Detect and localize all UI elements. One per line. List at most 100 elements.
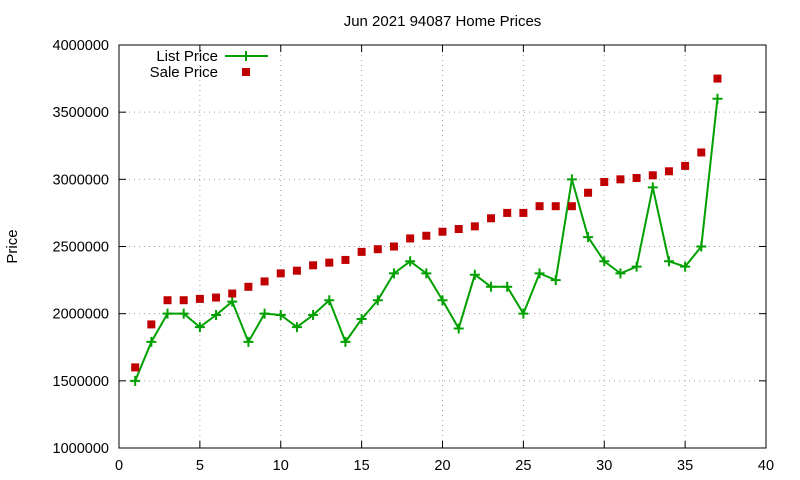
sale-price-point — [681, 161, 690, 170]
list-price-point — [275, 310, 286, 321]
series-layer — [130, 74, 723, 386]
series-list-price — [130, 93, 723, 386]
sale-price-point — [389, 242, 398, 251]
sale-price-point — [373, 245, 382, 254]
sale-price-point — [519, 208, 528, 217]
sale-price-point — [179, 296, 188, 305]
list-price-point — [566, 174, 577, 185]
list-price-point — [211, 310, 222, 321]
chart-title: Jun 2021 94087 Home Prices — [344, 13, 542, 30]
legend-label: Sale Price — [150, 64, 218, 81]
y-tick-label: 3500000 — [53, 105, 109, 121]
sale-price-point — [212, 293, 221, 302]
list-price-point — [615, 268, 626, 279]
sale-price-point — [357, 247, 366, 256]
list-price-line — [134, 98, 719, 382]
list-price-point — [388, 268, 399, 279]
list-price-point — [663, 256, 674, 267]
sale-price-point — [276, 269, 285, 278]
list-price-point — [372, 295, 383, 306]
list-price-point — [486, 281, 497, 292]
x-tick-label: 15 — [354, 458, 370, 474]
y-tick-label: 1500000 — [53, 374, 109, 390]
list-price-point — [308, 310, 319, 321]
sale-price-point — [567, 202, 576, 211]
sale-price-point — [664, 167, 673, 176]
list-price-point — [502, 281, 513, 292]
list-price-point — [518, 308, 529, 319]
sale-price-point — [470, 222, 479, 231]
list-price-point — [291, 322, 302, 333]
list-price-point — [469, 269, 480, 280]
list-price-point — [421, 268, 432, 279]
list-price-point — [162, 308, 173, 319]
sale-price-point — [292, 266, 301, 275]
list-price-point — [599, 256, 610, 267]
list-price-point — [130, 375, 141, 386]
sale-price-point — [131, 363, 140, 372]
list-price-point — [680, 261, 691, 272]
sale-price-point — [632, 173, 641, 182]
sale-price-point — [147, 320, 156, 329]
list-price-point — [534, 268, 545, 279]
sale-price-point — [648, 171, 657, 180]
legend-square-swatch — [242, 68, 250, 76]
y-tick-label: 1000000 — [53, 441, 109, 457]
sale-price-point — [438, 227, 447, 236]
list-price-point — [227, 296, 238, 307]
list-price-point — [324, 295, 335, 306]
sale-price-point — [600, 178, 609, 187]
x-tick-label: 5 — [196, 458, 204, 474]
sale-price-point — [535, 202, 544, 211]
list-price-point — [647, 182, 658, 193]
list-price-point — [194, 322, 205, 333]
list-price-point — [631, 261, 642, 272]
sale-price-point — [616, 175, 625, 184]
sale-price-point — [309, 261, 318, 270]
grid-lines — [119, 45, 766, 448]
y-tick-label: 4000000 — [53, 38, 109, 54]
list-price-point — [405, 256, 416, 267]
y-tick-labels: 1000000 1500000 2000000 2500000 3000000 35000… — [53, 38, 109, 457]
sale-price-point — [422, 231, 431, 240]
y-tick-label: 2500000 — [53, 240, 109, 256]
x-tick-label: 10 — [273, 458, 289, 474]
list-price-point — [696, 241, 707, 252]
x-tick-label: 35 — [677, 458, 693, 474]
list-price-point — [712, 93, 723, 104]
sale-price-point — [260, 277, 269, 286]
x-tick-labels: 0 5 10 15 20 25 30 35 40 — [115, 458, 774, 474]
sale-price-point — [487, 214, 496, 223]
list-price-point — [340, 336, 351, 347]
sale-price-point — [697, 148, 706, 157]
series-sale-price — [131, 74, 722, 372]
sale-price-point — [584, 188, 593, 197]
list-price-point — [453, 323, 464, 334]
axis-ticks — [118, 44, 767, 449]
list-price-point — [437, 295, 448, 306]
list-price-point — [550, 275, 561, 286]
sale-price-point — [341, 255, 350, 264]
x-tick-label: 30 — [596, 458, 612, 474]
legend-plus-swatch — [241, 51, 251, 61]
sale-price-point — [228, 289, 237, 298]
sale-price-point — [325, 258, 334, 267]
y-tick-label: 2000000 — [53, 307, 109, 323]
sale-price-point — [551, 202, 560, 211]
sale-price-point — [244, 282, 253, 291]
list-price-point — [243, 336, 254, 347]
list-price-point — [178, 308, 189, 319]
list-price-point — [356, 314, 367, 325]
y-tick-label: 3000000 — [53, 172, 109, 188]
x-tick-label: 20 — [434, 458, 450, 474]
sale-price-point — [454, 225, 463, 234]
sale-price-point — [503, 208, 512, 217]
sale-price-point — [713, 74, 722, 83]
list-price-point — [146, 336, 157, 347]
sale-price-point — [195, 294, 204, 303]
x-tick-label: 25 — [515, 458, 531, 474]
legend-label: List Price — [156, 48, 218, 65]
x-tick-label: 40 — [758, 458, 774, 474]
